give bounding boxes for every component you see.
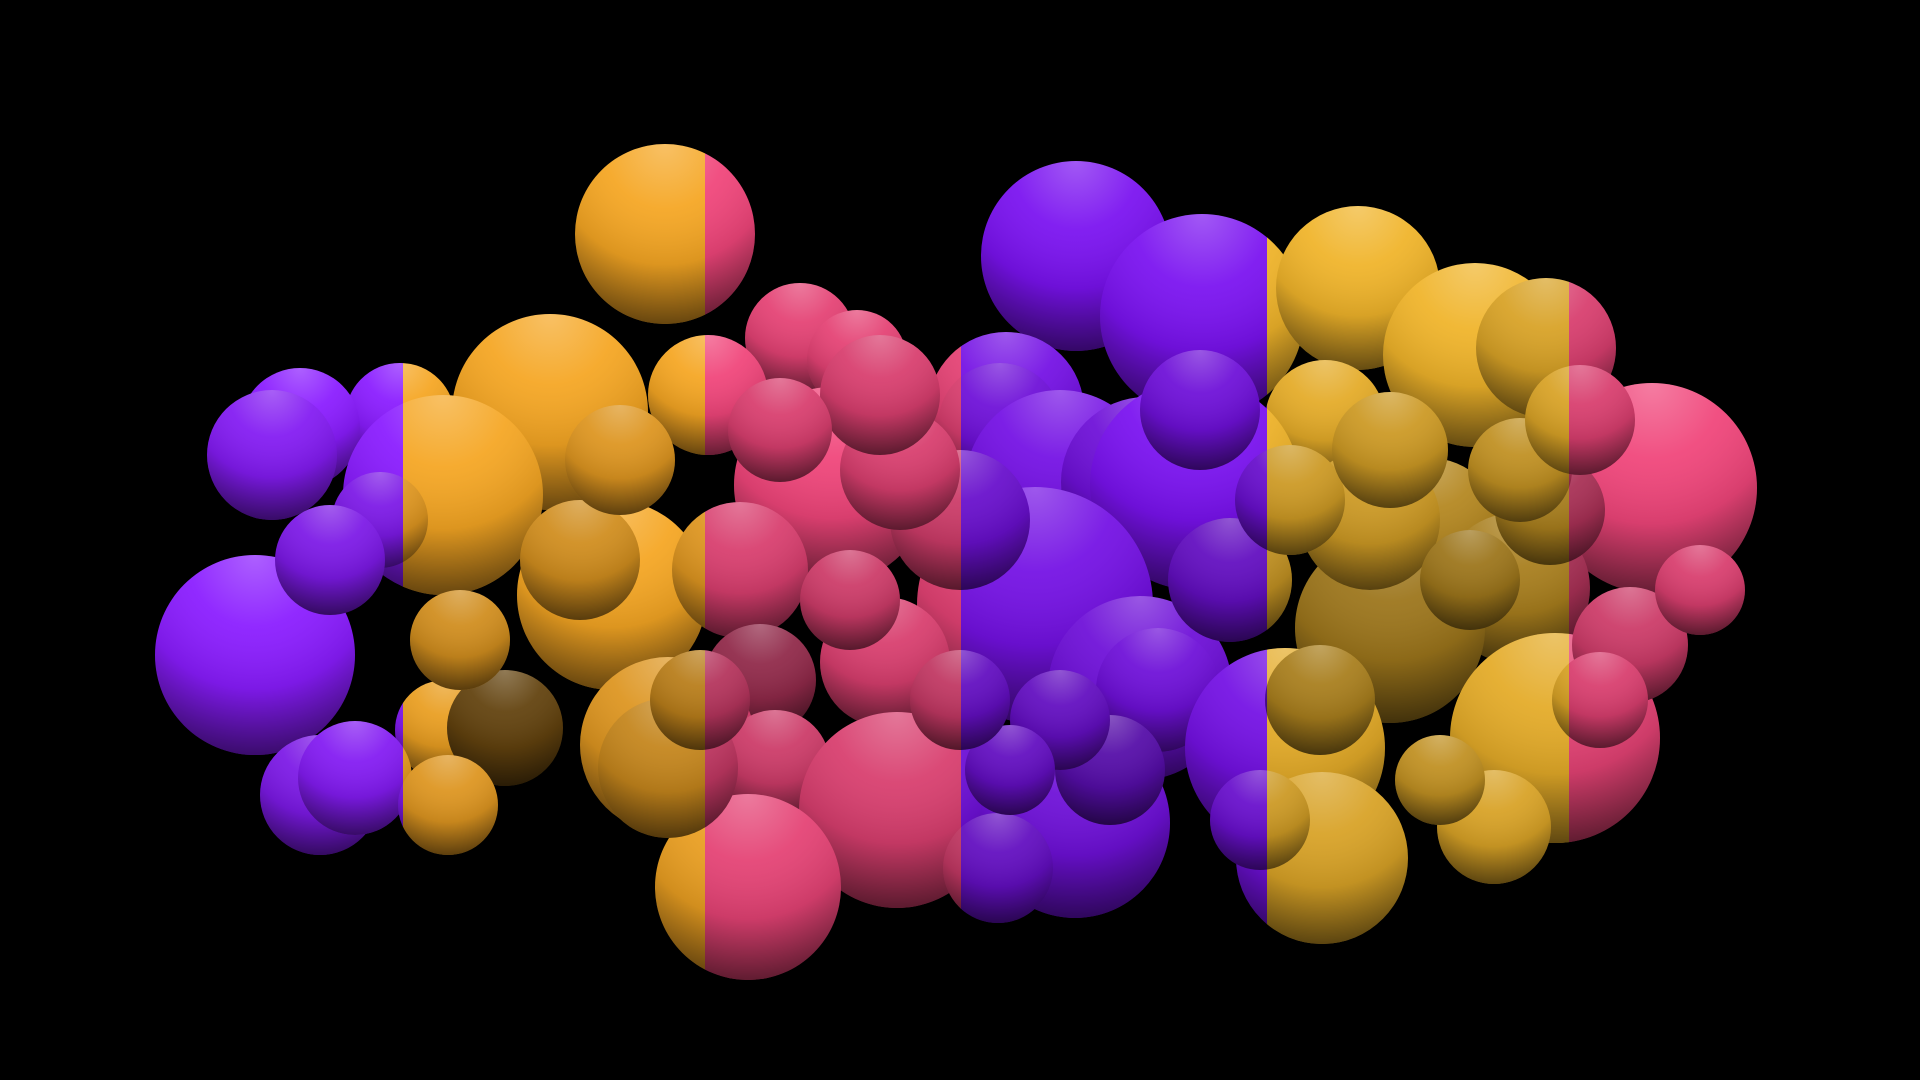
sphere-shading [672, 511, 705, 629]
sphere-shading [565, 405, 675, 515]
color-band-4 [961, 161, 1267, 925]
color-band-6 [1569, 281, 1757, 843]
sphere-shading [1552, 663, 1569, 737]
sphere-shading [1332, 392, 1448, 508]
sphere-shading [520, 500, 640, 620]
sphere-shading [961, 450, 1030, 590]
sphere-shading [1210, 770, 1267, 870]
sphere-shading [1267, 645, 1375, 755]
sphere-shading [410, 590, 510, 690]
color-band-3 [705, 153, 961, 980]
sphere-shading [655, 804, 705, 970]
sphere-shading [1569, 365, 1635, 475]
sphere-shading [1395, 735, 1485, 825]
sphere-shading [705, 650, 750, 750]
sphere-shading [650, 650, 705, 750]
sphere-shading [1265, 685, 1267, 715]
sphere-shading [298, 721, 403, 835]
color-bands [155, 144, 1757, 980]
sphere-shading [1569, 652, 1648, 748]
sphere-shading [403, 755, 498, 855]
sphere-shading [275, 505, 385, 615]
sphere-shading [1140, 350, 1260, 470]
sphere-shading [1569, 458, 1605, 562]
sphere-shading [1168, 518, 1267, 642]
sphere-shading [705, 153, 755, 315]
color-band-2 [403, 144, 705, 970]
sphere-shading [965, 725, 1055, 815]
sphere-shading [575, 144, 705, 324]
sphere-shading [1235, 450, 1267, 550]
sphere-shading [800, 550, 900, 650]
sphere-shading [799, 712, 961, 908]
sphere-shading [398, 783, 403, 827]
sphere-shading [910, 650, 961, 750]
sphere-shading [1420, 530, 1520, 630]
sphere-shading [1267, 445, 1345, 555]
sphere-shading [447, 670, 563, 786]
sphere-shading [728, 378, 832, 482]
sphere-shading [403, 477, 428, 563]
sphere-shading [961, 650, 1010, 750]
sphere-shading [943, 827, 961, 909]
sphere-shading [1267, 530, 1292, 630]
sphere-shading [1525, 366, 1569, 474]
color-band-5 [1267, 206, 1569, 944]
sphere-shading [1655, 545, 1745, 635]
sphere-shading [207, 390, 337, 520]
sphere-shading [820, 335, 940, 455]
sphere-shading [705, 502, 808, 638]
sphere-shading [961, 813, 1053, 923]
sphere-shading [403, 395, 543, 595]
color-band-1 [155, 363, 403, 855]
sphere-shading [705, 794, 841, 980]
sphere-shading [1267, 770, 1310, 870]
